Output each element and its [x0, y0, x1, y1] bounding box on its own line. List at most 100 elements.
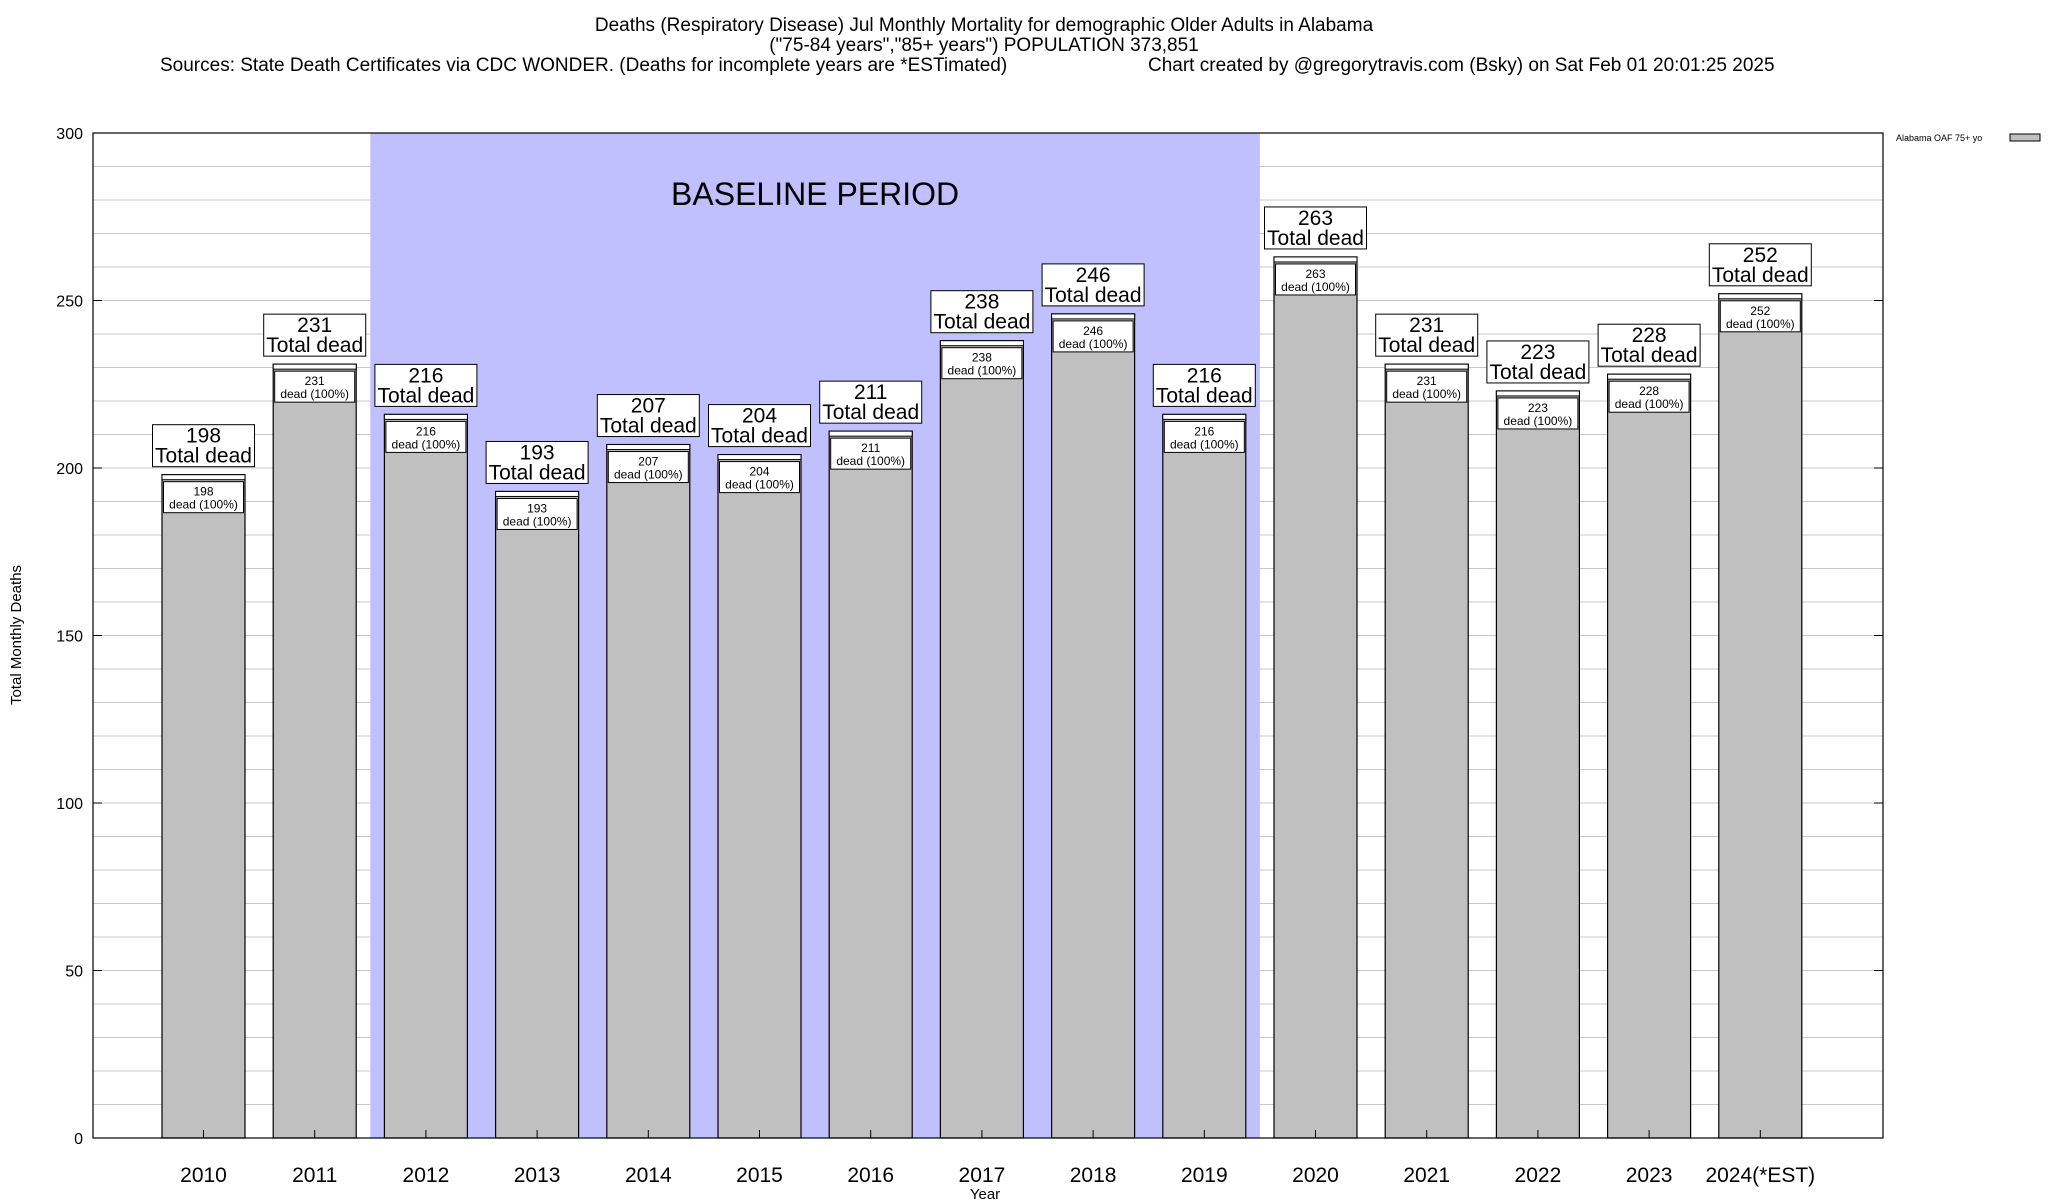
inner-label-text: dead (100%): [1170, 437, 1239, 451]
bar-2015: [717, 454, 802, 1139]
inner-label-value: 216: [1194, 424, 1214, 438]
inner-label-box: [1608, 380, 1690, 413]
x-tick-label: 2013: [514, 1164, 561, 1187]
bar-fill: [272, 363, 357, 1139]
top-label-value: 216: [1187, 364, 1222, 387]
top-label-value: 211: [854, 381, 887, 404]
inner-label-box: [607, 451, 689, 484]
inner-label-text: dead (100%): [280, 387, 349, 401]
top-label-text: Total dead: [377, 384, 474, 407]
top-label-box: [930, 290, 1034, 334]
top-label-text: Total dead: [155, 445, 252, 468]
bar-cap: [1384, 363, 1469, 370]
inner-label-text: dead (100%): [614, 468, 683, 482]
bar-2019: [1162, 413, 1247, 1139]
bar-2021: [1384, 363, 1469, 1139]
bar-fill: [383, 413, 468, 1139]
top-label-text: Total dead: [1712, 264, 1809, 287]
top-label-value: 198: [186, 425, 221, 448]
inner-label-text: dead (100%): [1392, 387, 1461, 401]
top-label-text: Total dead: [1601, 344, 1698, 367]
inner-label-value: 252: [1750, 304, 1770, 318]
top-label-text: Total dead: [1489, 361, 1586, 384]
x-tick-label: 2023: [1626, 1164, 1673, 1187]
inner-label-box: [1275, 263, 1356, 296]
bar-cap: [272, 363, 357, 370]
x-tick-label: 2019: [1181, 1164, 1228, 1187]
inner-label-value: 198: [193, 485, 213, 499]
bar-fill: [606, 443, 691, 1139]
bar-cap: [606, 444, 691, 451]
bar-fill: [1273, 256, 1358, 1139]
x-tick-label: 2018: [1070, 1164, 1117, 1187]
x-tick-label: 2021: [1403, 1164, 1450, 1187]
inner-label-value: 263: [1305, 267, 1325, 281]
x-tick-label: 2024(*EST): [1705, 1164, 1815, 1187]
bar-fill: [717, 454, 802, 1139]
bar-fill: [1606, 373, 1692, 1139]
inner-label-text: dead (100%): [836, 454, 905, 468]
top-label-box: [263, 313, 367, 357]
inner-label-value: 223: [1528, 401, 1548, 415]
y-tick-label: 150: [56, 629, 83, 646]
inner-label-box: [385, 420, 467, 453]
inner-label-text: dead (100%): [1281, 280, 1350, 294]
bar-cap: [495, 490, 580, 497]
top-label-box: [1597, 323, 1701, 367]
bar-cap: [1607, 373, 1692, 380]
bar-2024(*EST): [1718, 293, 1803, 1139]
bar-2023: [1606, 373, 1692, 1139]
chart-sources: Sources: State Death Certificates via CD…: [160, 55, 1007, 76]
inner-label-box: [1052, 320, 1134, 353]
inner-label-text: dead (100%): [1504, 414, 1573, 428]
x-tick-label: 2011: [292, 1164, 337, 1187]
top-label-box: [1375, 313, 1479, 357]
top-label-value: 252: [1743, 244, 1778, 267]
inner-label-text: dead (100%): [1059, 337, 1128, 351]
bar-2020: [1273, 256, 1358, 1139]
top-label-value: 231: [1409, 314, 1444, 337]
y-axis-ticks: 0 50 100 150 200 250 300: [56, 126, 1883, 1148]
top-label-box: [485, 440, 589, 484]
inner-label-box: [719, 461, 800, 494]
bar-fill: [1495, 390, 1581, 1139]
bar-2011: [272, 363, 357, 1139]
inner-label-text: dead (100%): [1726, 317, 1795, 331]
top-label-box: [1486, 340, 1590, 384]
top-label-value: 223: [1520, 341, 1555, 364]
chart-subtitle: ("75-84 years","85+ years") POPULATION 3…: [769, 35, 1199, 56]
x-tick-label: 2014: [625, 1164, 672, 1187]
bar-fill: [161, 474, 246, 1139]
top-label-text: Total dead: [266, 334, 363, 357]
bar-fill: [495, 490, 580, 1139]
top-label-value: 216: [408, 364, 443, 387]
inner-label-value: 216: [416, 424, 436, 438]
y-tick-label: 0: [74, 1131, 83, 1148]
top-label-value: 193: [520, 441, 555, 464]
inner-label-value: 238: [972, 351, 992, 365]
top-label-text: Total dead: [1378, 334, 1475, 357]
top-label-box: [819, 380, 923, 424]
top-label-text: Total dead: [1267, 227, 1364, 250]
bar-cap: [1495, 390, 1580, 397]
y-tick-label: 100: [56, 796, 83, 813]
bar-cap: [939, 340, 1024, 347]
inner-label-box: [1386, 370, 1468, 403]
inner-label-box: [1719, 300, 1801, 333]
bar-cap: [828, 430, 913, 437]
bar-fill: [828, 430, 913, 1139]
top-label-box: [708, 404, 811, 448]
x-axis-ticks: 2010 2011 2012 2013 2014 2015 2016 2017 2018 2019…: [180, 1130, 1815, 1187]
bar-cap: [1162, 413, 1247, 420]
inner-label-box: [274, 370, 356, 403]
inner-label-box: [496, 497, 578, 530]
bar-2013: [495, 490, 580, 1139]
top-label-value: 246: [1076, 264, 1111, 287]
